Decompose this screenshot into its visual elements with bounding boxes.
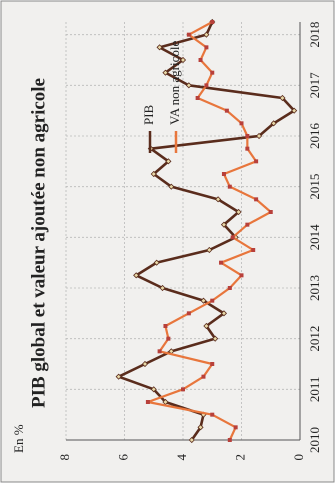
marker bbox=[221, 172, 226, 176]
y-axis-label: En % bbox=[11, 424, 26, 453]
x-tick-label: 2015 bbox=[307, 174, 322, 200]
marker bbox=[198, 58, 203, 62]
marker bbox=[115, 373, 122, 380]
marker bbox=[181, 387, 185, 392]
marker bbox=[188, 436, 195, 444]
y-tick-label: 4 bbox=[174, 454, 189, 461]
marker bbox=[239, 273, 244, 278]
marker bbox=[203, 322, 210, 330]
marker bbox=[210, 70, 215, 75]
x-tick-label: 2011 bbox=[307, 377, 322, 403]
marker bbox=[162, 398, 169, 406]
marker bbox=[212, 335, 219, 342]
marker bbox=[145, 400, 150, 404]
marker bbox=[254, 197, 259, 202]
legend-label: VA non agricole bbox=[167, 41, 182, 125]
rotated-chart: PIB global et valeur ajoutée non agricol… bbox=[11, 18, 322, 461]
marker bbox=[230, 235, 235, 240]
marker bbox=[219, 260, 224, 265]
marker bbox=[215, 196, 222, 203]
marker bbox=[166, 336, 171, 341]
marker bbox=[153, 259, 160, 266]
marker bbox=[204, 45, 209, 50]
marker bbox=[291, 107, 298, 114]
marker bbox=[185, 82, 192, 89]
x-tick-label: 2016 bbox=[307, 123, 322, 150]
marker bbox=[268, 210, 273, 214]
marker bbox=[159, 284, 166, 292]
marker bbox=[255, 132, 263, 140]
marker bbox=[210, 412, 215, 417]
marker bbox=[254, 159, 259, 164]
marker bbox=[239, 121, 244, 126]
marker bbox=[201, 374, 206, 379]
marker bbox=[168, 183, 175, 190]
marker bbox=[210, 362, 215, 366]
marker bbox=[235, 208, 242, 216]
y-tick-label: 2 bbox=[232, 454, 247, 461]
marker bbox=[141, 360, 149, 368]
x-tick-label: 2018 bbox=[307, 22, 322, 48]
marker bbox=[133, 272, 140, 279]
marker bbox=[220, 310, 228, 317]
x-tick-label: 2014 bbox=[307, 224, 322, 251]
chart-title: PIB global et valeur ajoutée non agricol… bbox=[28, 78, 49, 408]
marker bbox=[179, 56, 187, 64]
marker bbox=[210, 20, 215, 24]
marker bbox=[186, 311, 191, 316]
legend-label: PIB bbox=[141, 104, 156, 125]
marker bbox=[220, 221, 228, 228]
marker bbox=[251, 248, 256, 252]
marker bbox=[224, 108, 229, 113]
marker bbox=[163, 324, 168, 328]
series-line bbox=[146, 21, 272, 441]
marker bbox=[195, 96, 200, 100]
marker bbox=[150, 386, 157, 393]
marker bbox=[150, 170, 157, 178]
x-tick-label: 2013 bbox=[307, 275, 322, 301]
x-tick-label: 2010 bbox=[307, 427, 322, 453]
marker bbox=[162, 69, 169, 76]
y-tick-label: 0 bbox=[291, 454, 306, 461]
y-tick-label: 6 bbox=[115, 454, 130, 461]
series-line bbox=[117, 21, 296, 441]
marker bbox=[156, 44, 163, 51]
marker bbox=[233, 425, 238, 430]
marker bbox=[245, 134, 250, 138]
marker bbox=[245, 146, 250, 151]
marker bbox=[206, 246, 213, 254]
marker bbox=[227, 286, 232, 290]
x-tick-label: 2012 bbox=[307, 326, 322, 352]
x-tick-label: 2017 bbox=[307, 72, 322, 99]
marker bbox=[203, 31, 210, 38]
marker bbox=[227, 184, 232, 189]
marker bbox=[279, 94, 286, 102]
marker bbox=[210, 298, 215, 303]
marker bbox=[200, 297, 207, 304]
marker bbox=[270, 120, 277, 127]
marker bbox=[157, 349, 162, 354]
marker bbox=[197, 424, 204, 431]
marker bbox=[227, 438, 232, 442]
y-tick-label: 8 bbox=[57, 454, 72, 461]
marker bbox=[186, 32, 191, 37]
marker bbox=[245, 222, 250, 227]
marker bbox=[204, 83, 209, 88]
marker bbox=[165, 158, 172, 165]
